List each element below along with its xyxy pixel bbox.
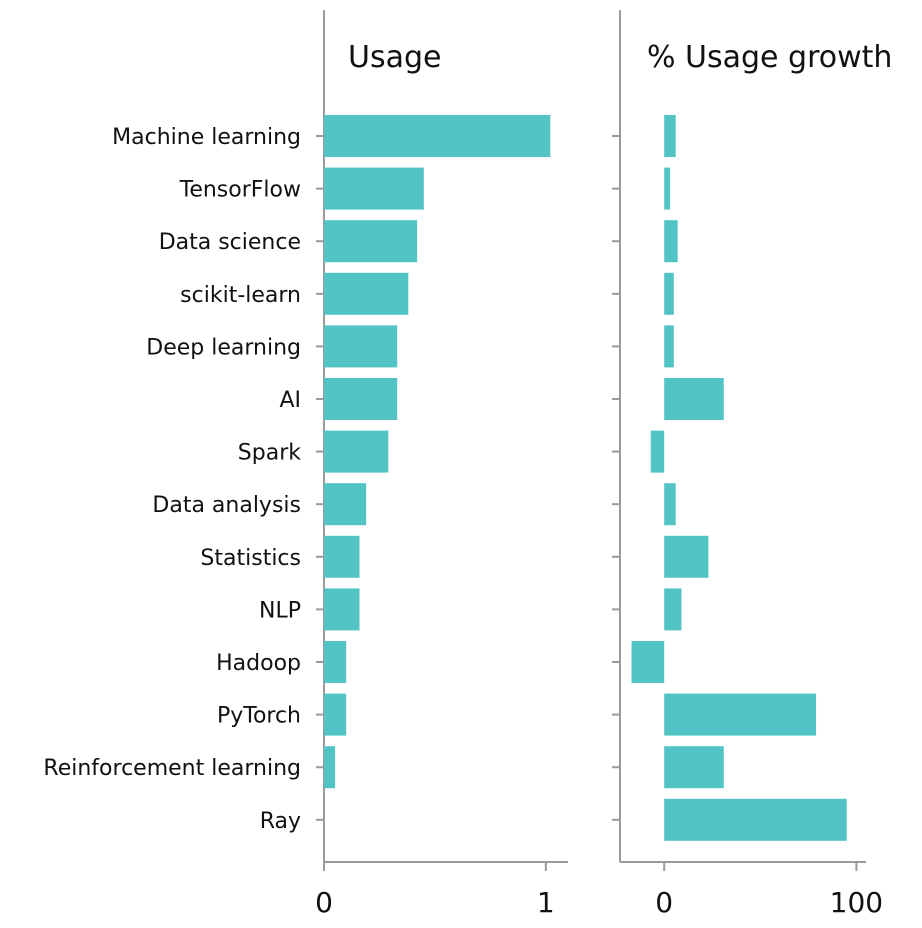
category-label-machine-learning: Machine learning [112, 125, 301, 150]
x-tick-label: 0 [655, 886, 673, 919]
x-tick-label: 1 [537, 886, 555, 919]
bar-pytorch [664, 693, 817, 736]
bar-nlp [664, 588, 682, 631]
bar-tensorflow [664, 167, 670, 210]
category-label-pytorch: PyTorch [217, 704, 301, 729]
x-tick-label: 100 [830, 886, 883, 919]
category-label-reinforcement-learning: Reinforcement learning [43, 756, 301, 781]
bar-deep-learning [324, 325, 398, 368]
bar-pytorch [324, 693, 347, 736]
category-labels: Machine learning TensorFlow Data science sc… [43, 125, 301, 834]
category-label-spark: Spark [238, 441, 301, 466]
category-label-data-analysis: Data analysis [152, 493, 301, 518]
category-label-tensorflow: TensorFlow [179, 178, 301, 203]
bar-tensorflow [324, 167, 424, 210]
bar-nlp [324, 588, 360, 631]
category-label-hadoop: Hadoop [216, 651, 301, 676]
category-label-deep-learning: Deep learning [146, 335, 301, 360]
bar-hadoop [324, 641, 347, 683]
bar-machine-learning [324, 115, 551, 157]
bar-data-analysis [324, 483, 367, 526]
bar-hadoop [631, 641, 665, 683]
bar-machine-learning [664, 115, 676, 157]
bar-scikit-learn [324, 272, 409, 315]
bar-scikit-learn [664, 272, 674, 315]
bar-ai [664, 378, 724, 420]
bar-ai [324, 378, 398, 420]
category-label-ai: AI [279, 388, 301, 413]
x-tick-label: 0 [315, 886, 333, 919]
bar-statistics [664, 535, 709, 578]
usage-growth-title: % Usage growth [647, 40, 892, 75]
bar-spark [324, 430, 389, 473]
bar-data-analysis [664, 483, 676, 526]
bar-ray [664, 798, 847, 841]
usage-panel: Usage 0 1 [315, 10, 568, 919]
usage-growth-panel: % Usage growth 0 100 [612, 10, 892, 919]
category-label-scikit-learn: scikit-learn [180, 283, 301, 308]
bar-data-science [324, 220, 418, 263]
bar-spark [650, 430, 665, 473]
category-label-data-science: Data science [159, 230, 301, 255]
bar-statistics [324, 535, 360, 578]
bar-data-science [664, 220, 678, 263]
bar-reinforcement-learning [324, 746, 336, 789]
bar-reinforcement-learning [664, 746, 724, 789]
bar-deep-learning [664, 325, 674, 368]
category-label-ray: Ray [260, 809, 301, 834]
category-label-statistics: Statistics [200, 546, 301, 571]
usage-title: Usage [348, 40, 441, 75]
category-label-nlp: NLP [259, 598, 301, 623]
